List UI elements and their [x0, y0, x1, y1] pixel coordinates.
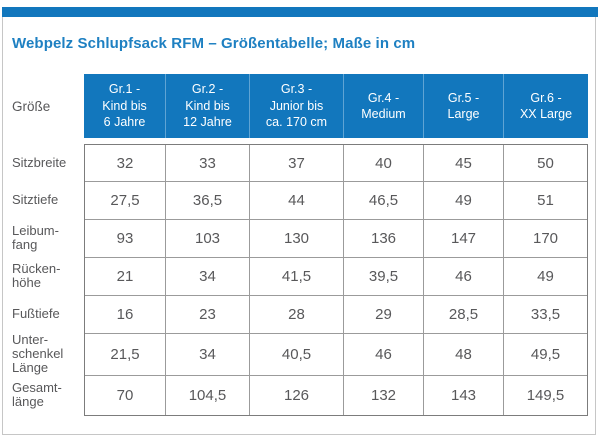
- table-cell: 130: [250, 220, 344, 257]
- table-cell: 149,5: [526, 387, 565, 404]
- table-cell: 49: [424, 182, 504, 219]
- table-cell: 104,5: [166, 376, 250, 415]
- table-cell: 49,5: [530, 346, 561, 363]
- size-table: Größe Sitzbreite Sitztiefe Leibum- fang …: [12, 74, 588, 416]
- table-cell: 36,5: [166, 182, 250, 219]
- table-cell: 27,5: [85, 182, 166, 219]
- table-cell: 32: [85, 145, 166, 181]
- table-cell: 132: [344, 376, 424, 415]
- row-label-column: Größe Sitzbreite Sitztiefe Leibum- fang …: [12, 74, 84, 416]
- row-label-leibumfang: Leibum- fang: [12, 223, 59, 252]
- table-cell: 126: [250, 376, 344, 415]
- row-label-gesamtlaenge: Gesamt- länge: [12, 380, 62, 409]
- corner-label: Größe: [12, 98, 51, 114]
- size-table-data: Gr.1 - Kind bis 6 Jahre Gr.2 - Kind bis …: [84, 74, 588, 416]
- table-row: 32 33 37 40 45 50: [85, 145, 587, 181]
- table-cell: 44: [250, 182, 344, 219]
- table-cell: 28: [250, 296, 344, 333]
- table-body: 32 33 37 40 45 50 27,5 36,5 44 46,5 49 5…: [84, 144, 588, 416]
- column-header-gr6: Gr.6 - XX Large: [519, 90, 573, 122]
- table-cell: 46: [424, 258, 504, 295]
- table-cell: 49: [537, 268, 554, 285]
- row-label-fusstiefe: Fußtiefe: [12, 306, 60, 322]
- table-cell: 39,5: [344, 258, 424, 295]
- table-cell: 45: [424, 145, 504, 181]
- column-header-gr1: Gr.1 - Kind bis 6 Jahre: [84, 74, 166, 138]
- table-cell: 147: [424, 220, 504, 257]
- table-cell: 93: [85, 220, 166, 257]
- row-label-sitztiefe: Sitztiefe: [12, 192, 59, 208]
- table-cell: 50: [537, 154, 554, 172]
- table-row: 16 23 28 29 28,5 33,5: [85, 295, 587, 333]
- page-title: Webpelz Schlupfsack RFM – Größentabelle;…: [12, 35, 416, 52]
- table-cell: 136: [344, 220, 424, 257]
- table-header-row: Gr.1 - Kind bis 6 Jahre Gr.2 - Kind bis …: [84, 74, 588, 138]
- table-row: 93 103 130 136 147 170: [85, 219, 587, 257]
- table-row: 27,5 36,5 44 46,5 49 51: [85, 181, 587, 219]
- column-header-gr4: Gr.4 - Medium: [344, 74, 424, 138]
- row-label-unterschenkel: Unter- schenkel Länge: [12, 332, 64, 375]
- table-cell: 40,5: [250, 334, 344, 375]
- table-cell: 41,5: [250, 258, 344, 295]
- table-cell: 37: [250, 145, 344, 181]
- table-cell: 103: [166, 220, 250, 257]
- table-cell: 33: [166, 145, 250, 181]
- table-cell: 21: [85, 258, 166, 295]
- table-cell: 46,5: [344, 182, 424, 219]
- column-header-gr2: Gr.2 - Kind bis 12 Jahre: [166, 74, 250, 138]
- table-cell: 28,5: [424, 296, 504, 333]
- table-cell: 34: [166, 258, 250, 295]
- table-cell: 21,5: [85, 334, 166, 375]
- table-cell: 143: [424, 376, 504, 415]
- table-cell: 29: [344, 296, 424, 333]
- size-chart-panel: Webpelz Schlupfsack RFM – Größentabelle;…: [2, 7, 598, 435]
- table-cell: 33,5: [530, 306, 561, 323]
- row-label-rueckenhoehe: Rücken- höhe: [12, 261, 61, 290]
- top-accent-bar: [2, 7, 598, 17]
- table-cell: 23: [166, 296, 250, 333]
- table-row: 21,5 34 40,5 46 48 49,5: [85, 333, 587, 375]
- table-cell: 48: [424, 334, 504, 375]
- column-header-gr3: Gr.3 - Junior bis ca. 170 cm: [250, 74, 344, 138]
- column-header-gr5: Gr.5 - Large: [424, 74, 504, 138]
- table-cell: 170: [532, 230, 559, 247]
- row-label-sitzbreite: Sitzbreite: [12, 154, 67, 170]
- table-cell: 70: [85, 376, 166, 415]
- table-row: 70 104,5 126 132 143 149,5: [85, 375, 587, 415]
- table-row: 21 34 41,5 39,5 46 49: [85, 257, 587, 295]
- table-cell: 34: [166, 334, 250, 375]
- table-cell: 46: [344, 334, 424, 375]
- table-cell: 40: [344, 145, 424, 181]
- table-cell: 51: [537, 192, 554, 209]
- table-cell: 16: [85, 296, 166, 333]
